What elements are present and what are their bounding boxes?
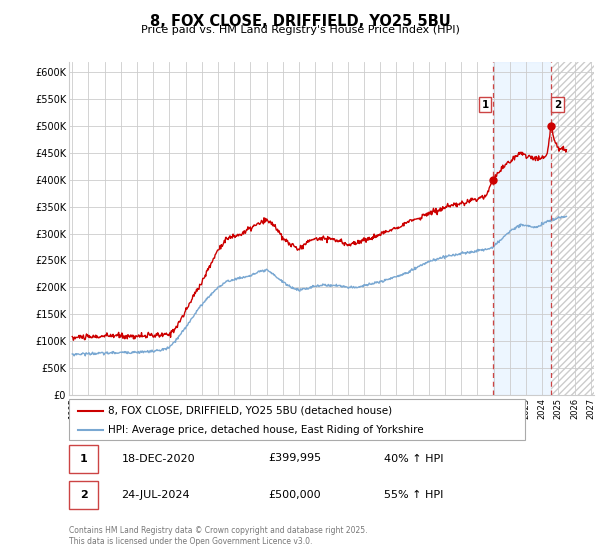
Text: 18-DEC-2020: 18-DEC-2020 [121,454,195,464]
Text: £500,000: £500,000 [269,490,321,500]
Text: 2: 2 [80,490,88,500]
Text: 55% ↑ HPI: 55% ↑ HPI [384,490,443,500]
Text: Price paid vs. HM Land Registry's House Price Index (HPI): Price paid vs. HM Land Registry's House … [140,25,460,35]
Text: 40% ↑ HPI: 40% ↑ HPI [384,454,443,464]
Text: 8, FOX CLOSE, DRIFFIELD, YO25 5BU (detached house): 8, FOX CLOSE, DRIFFIELD, YO25 5BU (detac… [108,405,392,416]
Text: 1: 1 [80,454,88,464]
Text: 8, FOX CLOSE, DRIFFIELD, YO25 5BU: 8, FOX CLOSE, DRIFFIELD, YO25 5BU [149,14,451,29]
Text: 2: 2 [554,100,561,110]
FancyBboxPatch shape [69,445,98,473]
FancyBboxPatch shape [69,481,98,509]
Bar [493,62,551,395]
Text: 1: 1 [482,100,489,110]
Text: £399,995: £399,995 [269,454,322,464]
Text: 24-JUL-2024: 24-JUL-2024 [121,490,190,500]
Text: Contains HM Land Registry data © Crown copyright and database right 2025.
This d: Contains HM Land Registry data © Crown c… [69,526,367,546]
FancyBboxPatch shape [69,399,525,440]
Bar [551,62,594,395]
Text: HPI: Average price, detached house, East Riding of Yorkshire: HPI: Average price, detached house, East… [108,424,424,435]
